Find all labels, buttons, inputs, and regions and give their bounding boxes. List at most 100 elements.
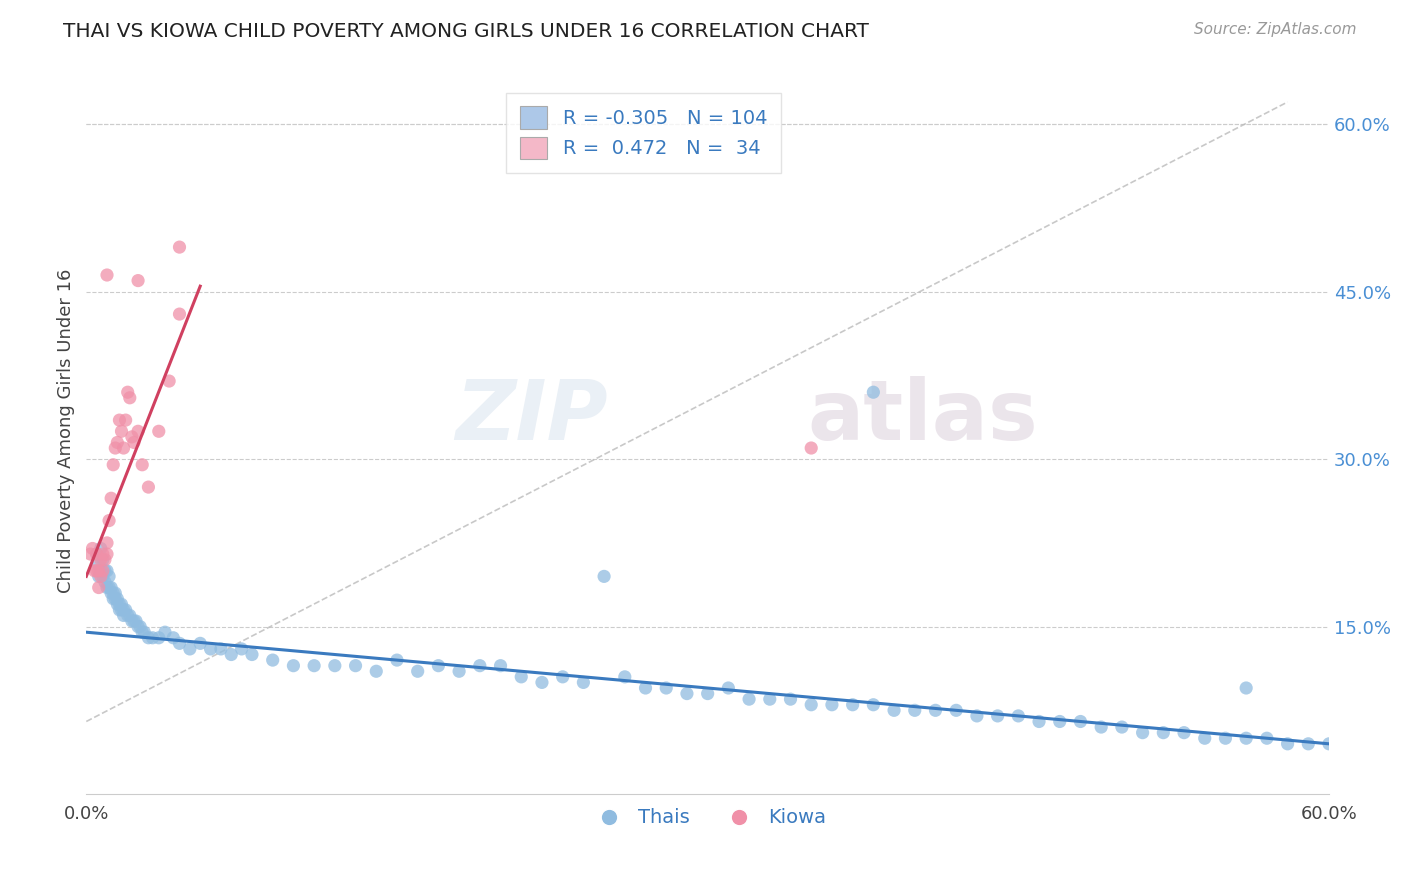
Point	[118, 608, 141, 623]
Point	[105, 591, 128, 606]
Point	[122, 435, 145, 450]
Point	[169, 307, 191, 321]
Point	[1152, 725, 1174, 739]
Point	[122, 614, 145, 628]
Point	[162, 631, 184, 645]
Point	[103, 586, 125, 600]
Point	[91, 552, 114, 566]
Point	[117, 608, 139, 623]
Point	[231, 642, 253, 657]
Point	[1234, 731, 1257, 746]
Point	[100, 491, 122, 506]
Point	[131, 458, 153, 472]
Point	[1298, 737, 1320, 751]
Point	[188, 636, 211, 650]
Point	[1194, 731, 1216, 746]
Point	[131, 625, 153, 640]
Point	[821, 698, 844, 712]
Point	[121, 614, 143, 628]
Point	[87, 564, 110, 578]
Point	[572, 675, 595, 690]
Point	[1277, 737, 1299, 751]
Point	[1215, 731, 1237, 746]
Point	[883, 703, 905, 717]
Point	[449, 665, 471, 679]
Point	[779, 692, 801, 706]
Point	[551, 670, 574, 684]
Point	[1069, 714, 1091, 729]
Point	[148, 424, 170, 438]
Point	[108, 413, 131, 427]
Point	[1256, 731, 1278, 746]
Point	[169, 636, 191, 650]
Point	[91, 547, 114, 561]
Point	[91, 569, 114, 583]
Point	[385, 653, 408, 667]
Point	[1007, 709, 1029, 723]
Point	[125, 614, 148, 628]
Point	[427, 658, 450, 673]
Point	[1173, 725, 1195, 739]
Point	[104, 586, 127, 600]
Text: ZIP: ZIP	[456, 376, 609, 458]
Point	[676, 687, 699, 701]
Point	[344, 658, 367, 673]
Point	[90, 541, 112, 556]
Point	[108, 597, 131, 611]
Point	[112, 608, 135, 623]
Point	[79, 547, 101, 561]
Point	[96, 581, 118, 595]
Point	[91, 564, 114, 578]
Point	[138, 480, 160, 494]
Point	[96, 547, 118, 561]
Point	[114, 603, 136, 617]
Point	[83, 564, 105, 578]
Point	[945, 703, 967, 717]
Point	[593, 569, 616, 583]
Point	[105, 435, 128, 450]
Point	[98, 569, 121, 583]
Point	[90, 569, 112, 583]
Point	[489, 658, 512, 673]
Point	[759, 692, 782, 706]
Point	[108, 603, 131, 617]
Point	[157, 374, 180, 388]
Point	[655, 681, 678, 695]
Point	[1090, 720, 1112, 734]
Text: Source: ZipAtlas.com: Source: ZipAtlas.com	[1194, 22, 1357, 37]
Text: atlas: atlas	[807, 376, 1038, 458]
Point	[510, 670, 533, 684]
Point	[1049, 714, 1071, 729]
Point	[96, 536, 118, 550]
Point	[98, 514, 121, 528]
Point	[110, 603, 132, 617]
Point	[90, 564, 112, 578]
Point	[87, 569, 110, 583]
Point	[127, 424, 149, 438]
Point	[800, 441, 823, 455]
Point	[323, 658, 346, 673]
Point	[169, 240, 191, 254]
Point	[96, 268, 118, 282]
Legend: Thais, Kiowa: Thais, Kiowa	[582, 800, 834, 835]
Point	[738, 692, 761, 706]
Point	[87, 558, 110, 573]
Point	[94, 574, 117, 589]
Point	[100, 586, 122, 600]
Point	[366, 665, 388, 679]
Point	[468, 658, 491, 673]
Point	[104, 441, 127, 455]
Point	[86, 564, 108, 578]
Point	[98, 581, 121, 595]
Text: THAI VS KIOWA CHILD POVERTY AMONG GIRLS UNDER 16 CORRELATION CHART: THAI VS KIOWA CHILD POVERTY AMONG GIRLS …	[63, 22, 869, 41]
Point	[94, 552, 117, 566]
Point	[129, 619, 152, 633]
Point	[86, 547, 108, 561]
Point	[127, 619, 149, 633]
Point	[530, 675, 553, 690]
Point	[219, 648, 242, 662]
Point	[96, 564, 118, 578]
Point	[262, 653, 284, 667]
Point	[924, 703, 946, 717]
Point	[209, 642, 232, 657]
